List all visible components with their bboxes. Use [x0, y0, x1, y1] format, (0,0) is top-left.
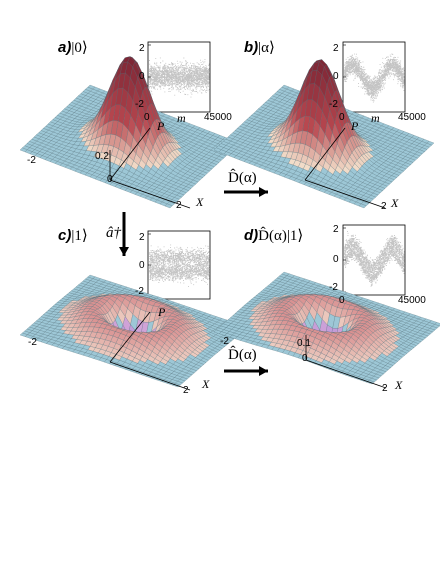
inset-a-ytick-mid: 0 [139, 71, 145, 82]
inset-d-ytick-bot: -2 [329, 282, 338, 293]
inset-d-xtick-left: 0 [339, 295, 345, 306]
surface-c-x-label: X [202, 377, 210, 391]
inset-a [147, 41, 211, 113]
surface-b-facet [358, 203, 367, 209]
inset-b-xtick-left: 0 [339, 112, 345, 123]
inset-a-ytick-top: 2 [139, 43, 145, 54]
surface-d-xtick-mid: 0 [302, 353, 308, 364]
surface-c-xtick-right: 2 [183, 385, 189, 396]
surface-d-x-label: X [395, 378, 403, 392]
inset-b-xlabel: m [371, 111, 380, 125]
inset-d-xtick-right: 45000 [398, 295, 426, 306]
surface-b-p-label: P [351, 119, 359, 133]
surface-c-p-label: P [158, 305, 166, 319]
panel-c-label: c)|1⟩ [58, 227, 88, 244]
inset-c-ytick-mid: 0 [139, 260, 145, 271]
displacement-op-bottom: D̂(α) [228, 347, 257, 363]
surface-c [19, 274, 249, 388]
displacement-arrow-top-head [259, 187, 268, 197]
inset-a-xtick-right: 45000 [204, 112, 232, 123]
inset-b-xtick-right: 45000 [398, 112, 426, 123]
surface-b-x-label: X [391, 196, 399, 210]
inset-c-ytick-top: 2 [139, 232, 145, 243]
creation-arrow-head [119, 247, 129, 256]
inset-a-samples [149, 57, 210, 99]
surface-a-p-label: P [157, 119, 165, 133]
inset-d [342, 224, 406, 296]
inset-c-samples [149, 244, 210, 288]
surface-a-x-label: X [196, 195, 204, 209]
inset-c-frame [147, 230, 211, 300]
inset-b-ytick-mid: 0 [333, 71, 339, 82]
surface-a-xtick-left: -2 [27, 155, 36, 166]
inset-d-frame [342, 224, 406, 296]
surface-a-xtick-right: 2 [176, 200, 182, 211]
inset-a-ytick-bot: -2 [135, 99, 144, 110]
inset-c [147, 230, 211, 300]
surface-a [19, 56, 241, 209]
inset-a-frame [147, 41, 211, 113]
inset-b-ytick-top: 2 [333, 43, 339, 54]
surface-a-xtick-mid: 0 [107, 174, 113, 185]
inset-c-ytick-bot: -2 [135, 286, 144, 297]
inset-d-samples [344, 231, 405, 287]
inset-d-ytick-top: 2 [333, 224, 339, 235]
inset-b [342, 41, 406, 113]
inset-b-frame [342, 41, 406, 113]
surface-d-xtick-right: 2 [382, 383, 388, 394]
surface-d-xtick-left: -2 [220, 336, 229, 347]
surface-a-facet [164, 203, 173, 209]
panel-d-label: d)D̂(α)|1⟩ [244, 227, 304, 244]
inset-a-xlabel: m [177, 111, 186, 125]
panel-b-label: b)|α⟩ [244, 39, 275, 56]
surface-a-peak-tick: 0.2 [95, 151, 109, 162]
surface-b [213, 59, 435, 209]
inset-b-samples [344, 53, 405, 103]
panel-a-label: a)|0⟩ [58, 39, 88, 56]
surface-b-xtick-right: 2 [381, 201, 387, 212]
displacement-op-top: D̂(α) [228, 170, 257, 186]
creation-op: â† [106, 225, 121, 241]
surface-d-peak-tick: 0.1 [297, 338, 311, 349]
displacement-arrow-bottom-head [259, 366, 268, 376]
inset-b-ytick-bot: -2 [329, 99, 338, 110]
surface-c-xtick-left: -2 [28, 337, 37, 348]
inset-d-ytick-mid: 0 [333, 254, 339, 265]
inset-a-xtick-left: 0 [144, 112, 150, 123]
